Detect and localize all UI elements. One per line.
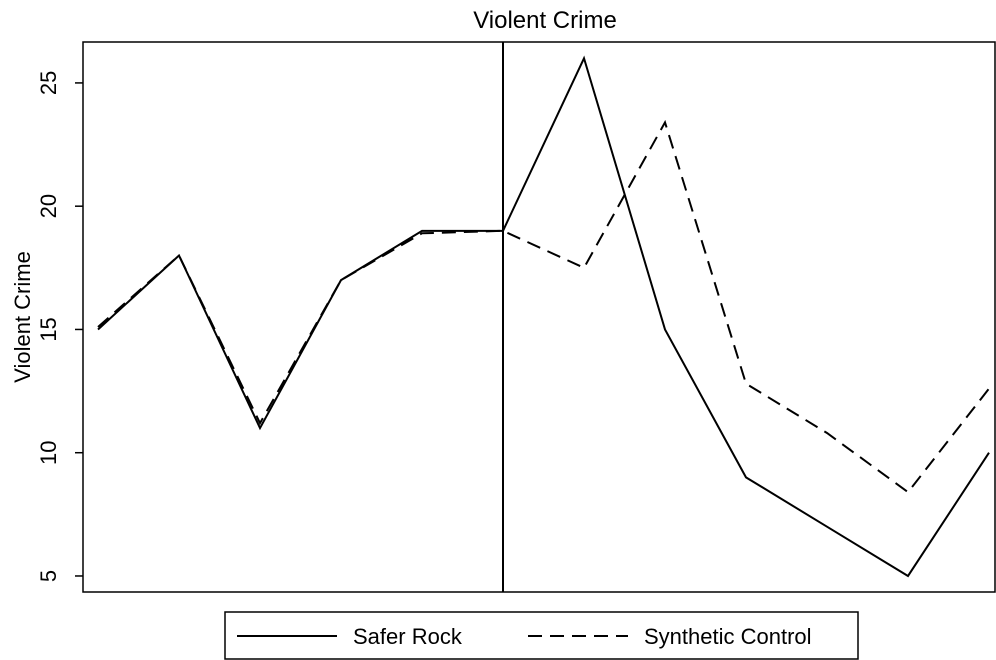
plot-frame [82,41,996,593]
y-tick-label: 10 [36,440,61,464]
legend-label: Synthetic Control [644,624,812,649]
y-tick-label: 25 [36,71,61,95]
y-tick-label: 20 [36,194,61,218]
chart-title: Violent Crime [473,7,617,34]
series-line [97,119,990,494]
y-axis-label: Violent Crime [10,251,35,383]
y-tick-label: 15 [36,317,61,341]
legend-label: Safer Rock [353,624,463,649]
series-line [97,55,990,578]
y-tick-label: 5 [36,570,61,582]
